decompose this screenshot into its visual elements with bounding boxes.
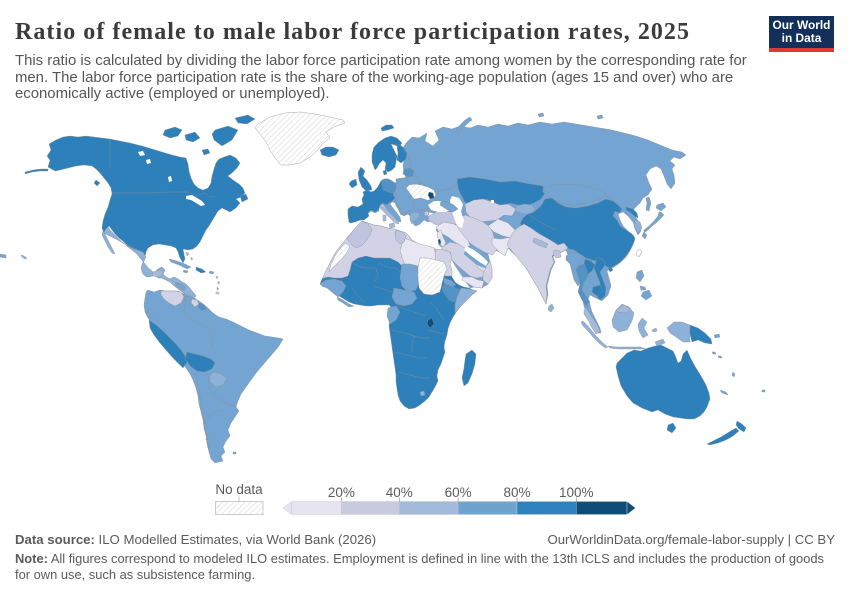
svg-text:80%: 80% (503, 485, 530, 500)
svg-text:40%: 40% (386, 485, 413, 500)
svg-text:20%: 20% (328, 485, 355, 500)
svg-text:No data: No data (215, 482, 263, 497)
svg-text:100%: 100% (559, 485, 594, 500)
svg-text:60%: 60% (445, 485, 472, 500)
